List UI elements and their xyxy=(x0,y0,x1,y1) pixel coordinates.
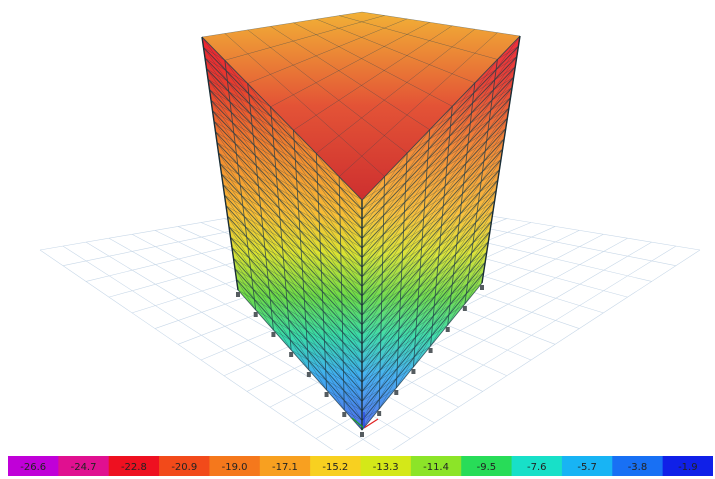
legend-label: -9.5 xyxy=(477,462,497,473)
legend-swatch xyxy=(159,456,210,476)
support-node xyxy=(462,306,467,311)
origin-axes-icon xyxy=(351,412,379,429)
left-facade[interactable] xyxy=(202,37,362,430)
legend-swatch xyxy=(209,456,261,476)
legend-label: -26.6 xyxy=(20,462,46,473)
support-node xyxy=(271,332,276,337)
legend-label: -22.8 xyxy=(121,462,147,473)
legend-swatch xyxy=(360,456,412,476)
legend-label: -15.2 xyxy=(322,462,348,473)
legend-label: -7.6 xyxy=(527,462,547,473)
support-node xyxy=(377,411,382,416)
model-viewport[interactable] xyxy=(0,0,715,450)
legend-swatch xyxy=(612,456,664,476)
legend-label: -5.7 xyxy=(577,462,597,473)
legend-label: -3.8 xyxy=(628,462,648,473)
legend-label: -19.0 xyxy=(222,462,248,473)
legend-swatch xyxy=(410,456,462,476)
support-node xyxy=(306,372,311,377)
legend-label: -11.4 xyxy=(423,462,449,473)
legend-swatch xyxy=(662,456,713,476)
legend-label: -1.9 xyxy=(678,462,698,473)
legend-swatch xyxy=(511,456,563,476)
support-node xyxy=(342,412,347,417)
legend-swatch xyxy=(8,456,59,476)
support-node xyxy=(394,390,399,395)
support-node xyxy=(289,352,294,357)
support-node xyxy=(480,285,484,290)
roof-slab[interactable] xyxy=(202,12,520,200)
legend-label: -20.9 xyxy=(171,462,197,473)
support-node xyxy=(324,392,329,397)
legend-swatch xyxy=(561,456,613,476)
legend-swatch xyxy=(108,456,160,476)
building-model[interactable] xyxy=(201,11,521,431)
contour-legend: -26.6 -24.7 -22.8 -20.9 -19.0 -17.1 -15.2 -13.3… xyxy=(8,456,713,476)
support-node xyxy=(411,369,416,374)
legend-swatch xyxy=(461,456,513,476)
legend-label: -17.1 xyxy=(272,462,298,473)
support-node xyxy=(445,327,450,332)
legend-label: -24.7 xyxy=(71,462,97,473)
support-node xyxy=(428,348,433,353)
support-node xyxy=(253,312,258,317)
legend-label: -13.3 xyxy=(373,462,399,473)
support-node xyxy=(236,292,240,297)
legend-swatch xyxy=(310,456,361,476)
legend-swatch xyxy=(259,456,311,476)
support-node xyxy=(360,432,364,437)
support-nodes xyxy=(236,285,484,437)
legend-swatch xyxy=(58,456,110,476)
